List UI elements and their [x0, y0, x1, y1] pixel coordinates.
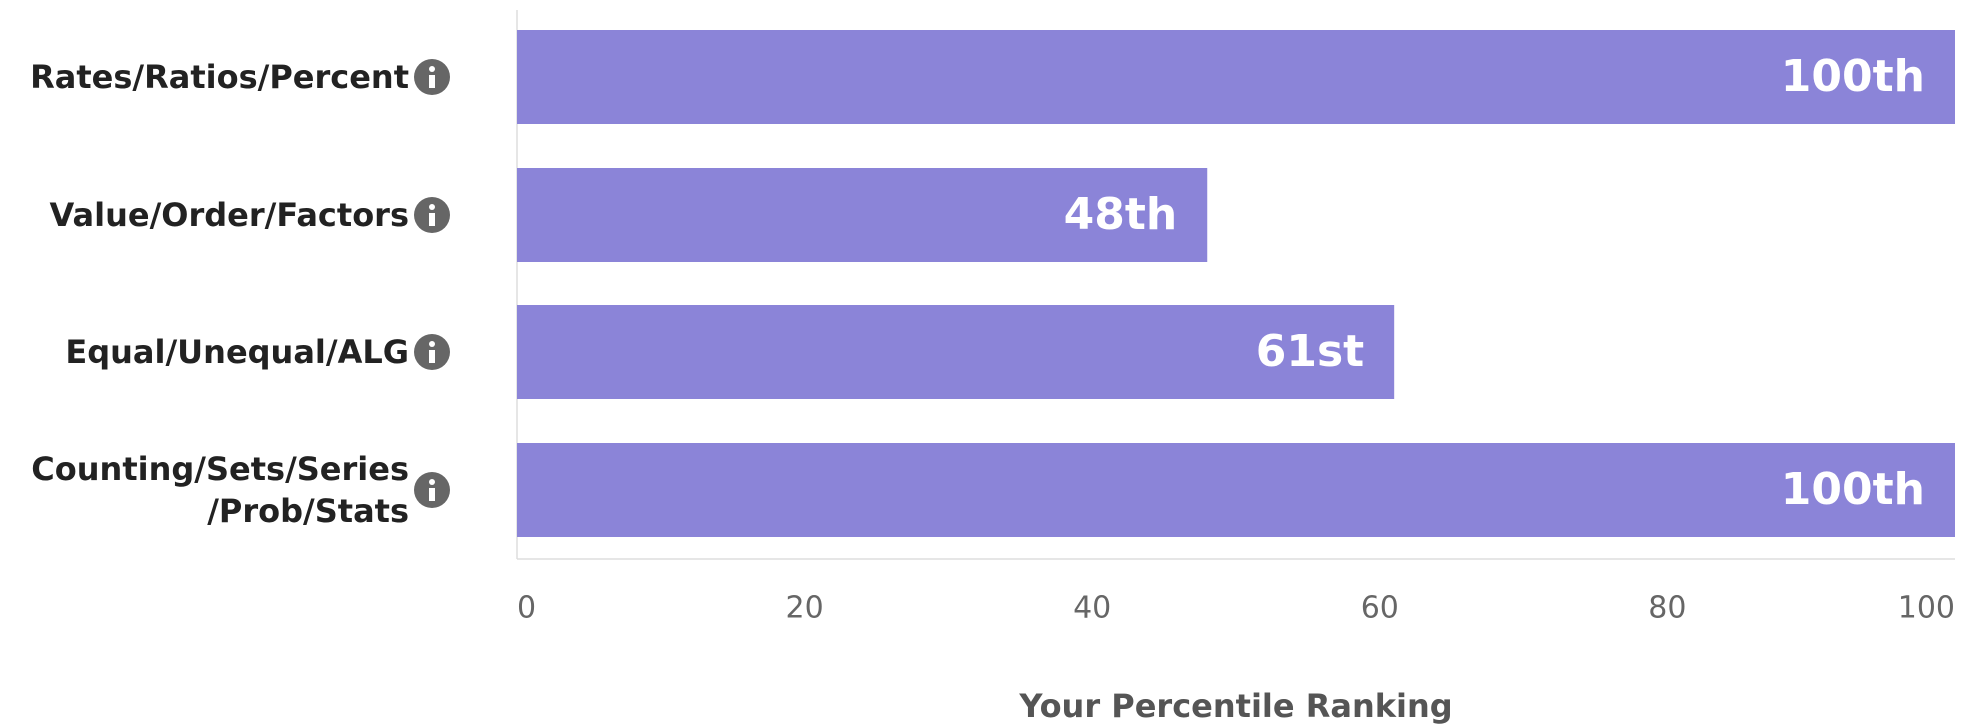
x-tick-label: 80 — [1648, 591, 1686, 626]
info-icon-dot — [429, 479, 435, 485]
info-icon-dot — [429, 66, 435, 72]
category-label: Counting/Sets/Series /Prob/Stats — [31, 450, 409, 530]
info-icon — [414, 59, 450, 95]
info-icon-bar — [429, 350, 435, 363]
bar — [517, 30, 1955, 124]
bar-value-label: 100th — [1781, 464, 1925, 515]
x-tick-label: 40 — [1073, 591, 1111, 626]
info-icon-bar — [429, 75, 435, 88]
category-label: Equal/Unequal/ALG — [65, 333, 409, 371]
x-tick-label: 60 — [1361, 591, 1399, 626]
info-icon — [414, 472, 450, 508]
info-icon-bar — [429, 213, 435, 226]
info-icon-dot — [429, 341, 435, 347]
bar — [517, 168, 1208, 262]
category-label: Value/Order/Factors — [49, 196, 409, 234]
bar — [517, 443, 1955, 537]
bar — [517, 305, 1395, 399]
bar-value-label: 48th — [1064, 189, 1178, 240]
category-label: Rates/Ratios/Percent — [30, 58, 409, 96]
info-icon — [414, 197, 450, 233]
x-tick-label: 0 — [517, 591, 536, 626]
bar-value-label: 61st — [1256, 326, 1364, 377]
bar-value-label: 100th — [1781, 51, 1925, 102]
info-icon — [414, 334, 450, 370]
info-icon-bar — [429, 488, 435, 501]
x-axis-title: Your Percentile Ranking — [1018, 687, 1452, 725]
x-tick-label: 100 — [1898, 591, 1955, 626]
x-tick-label: 20 — [786, 591, 824, 626]
info-icon-dot — [429, 204, 435, 210]
